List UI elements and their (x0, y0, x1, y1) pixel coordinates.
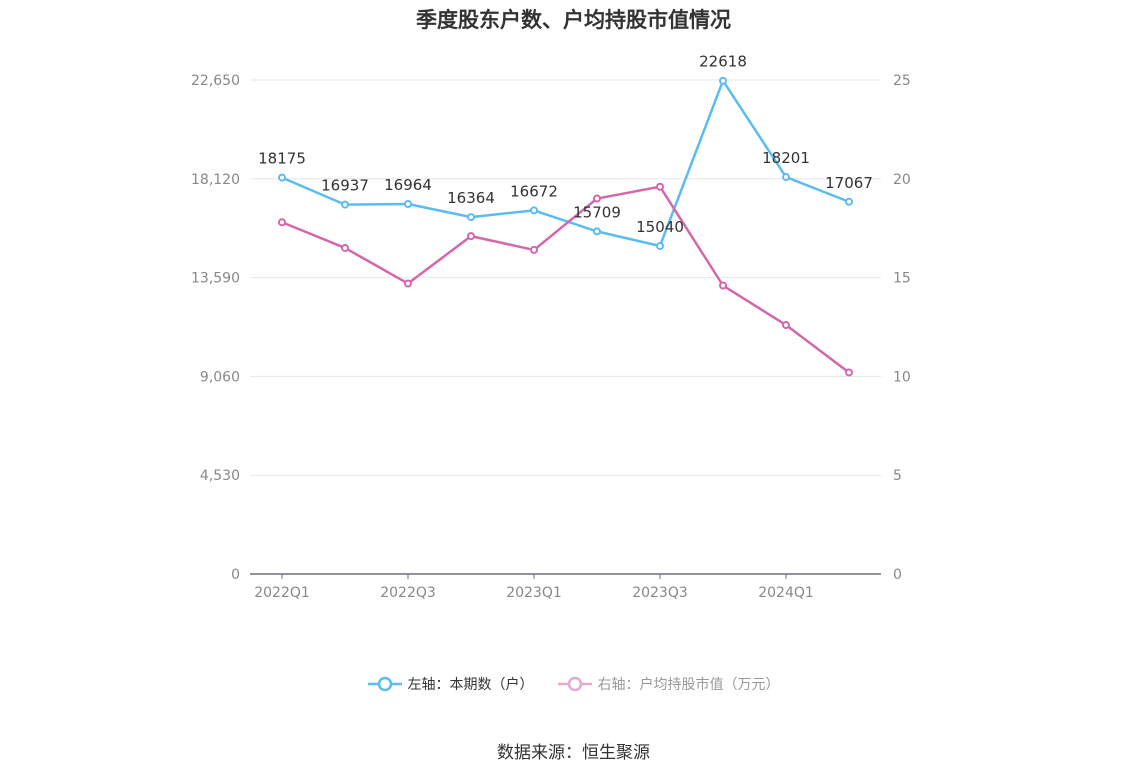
legend: 左轴：本期数（户） 右轴：户均持股市值（万元） (0, 674, 1147, 694)
left-axis-tick-label: 22,650 (191, 73, 240, 89)
legend-marker-blue-icon (367, 676, 402, 692)
right-axis-tick-label: 10 (893, 369, 911, 385)
data-point (341, 243, 349, 252)
data-point (782, 173, 790, 182)
data-label: 16364 (447, 189, 495, 207)
x-axis-tick-label: 2022Q1 (254, 585, 310, 601)
data-point (530, 245, 538, 254)
data-point (404, 200, 412, 209)
legend-label-right-axis: 右轴：户均持股市值（万元） (597, 677, 780, 693)
data-label: 16937 (321, 177, 369, 195)
x-axis-tick-label: 2022Q3 (380, 585, 436, 601)
data-source: 数据来源：恒生聚源 (497, 743, 650, 763)
data-point (656, 241, 664, 250)
left-axis-tick-label: 9,060 (200, 369, 240, 385)
data-point (845, 197, 853, 206)
data-labels: 18175 16937 16964 16364 16672 15709 15040 22618… (258, 53, 873, 236)
right-axis-tick-label: 5 (893, 468, 902, 484)
data-label: 15040 (636, 218, 684, 236)
data-point (404, 279, 412, 288)
x-axis-tick-label: 2023Q3 (632, 585, 688, 601)
data-label: 22618 (699, 53, 747, 71)
x-axis-tick-label: 2024Q1 (758, 585, 814, 601)
legend-item-left-axis[interactable]: 左轴：本期数（户） (367, 674, 534, 694)
data-label: 15709 (573, 203, 621, 221)
left-axis-tick-label: 13,590 (191, 271, 240, 287)
right-axis-tick-label: 20 (893, 172, 911, 188)
legend-item-right-axis[interactable]: 右轴：户均持股市值（万元） (557, 674, 780, 694)
data-label: 18175 (258, 150, 306, 168)
line-chart: 0 0 4,530 5 9,060 10 13,590 15 18,120 20 22,650 25 2… (191, 53, 911, 601)
right-axis-tick-label: 0 (893, 567, 902, 583)
left-axis-tick-label: 4,530 (200, 468, 240, 484)
axes: 0 0 4,530 5 9,060 10 13,590 15 18,120 20 22,650 25 2… (191, 73, 911, 601)
data-label: 17067 (825, 174, 873, 192)
data-label: 16672 (510, 182, 558, 200)
data-point (719, 281, 727, 290)
right-axis-tick-label: 15 (893, 271, 911, 287)
right-axis-tick-label: 25 (893, 73, 911, 89)
data-point (467, 213, 475, 222)
left-axis-tick-label: 0 (231, 567, 240, 583)
data-point (593, 194, 601, 203)
legend-marker-pink-icon (557, 676, 592, 692)
data-label: 18201 (762, 149, 810, 167)
data-point (593, 227, 601, 236)
left-axis-tick-label: 18,120 (191, 172, 240, 188)
data-point (719, 76, 727, 85)
chart-title: 季度股东户数、户均持股市值情况 (416, 8, 731, 32)
data-point (278, 218, 286, 227)
data-point (845, 368, 853, 377)
grid-lines (250, 79, 881, 476)
data-point (278, 173, 286, 182)
series-line-avg-holding-value (281, 185, 850, 374)
data-point (782, 321, 790, 330)
x-axis-tick-label: 2023Q1 (506, 585, 562, 601)
legend-label-left-axis: 左轴：本期数（户） (407, 677, 534, 693)
data-point (530, 206, 538, 215)
data-point (467, 232, 475, 241)
series-lines (278, 76, 853, 377)
data-point (341, 200, 349, 209)
data-label: 16964 (384, 176, 432, 194)
data-point (656, 182, 664, 191)
series-line-shareholders (281, 79, 850, 248)
